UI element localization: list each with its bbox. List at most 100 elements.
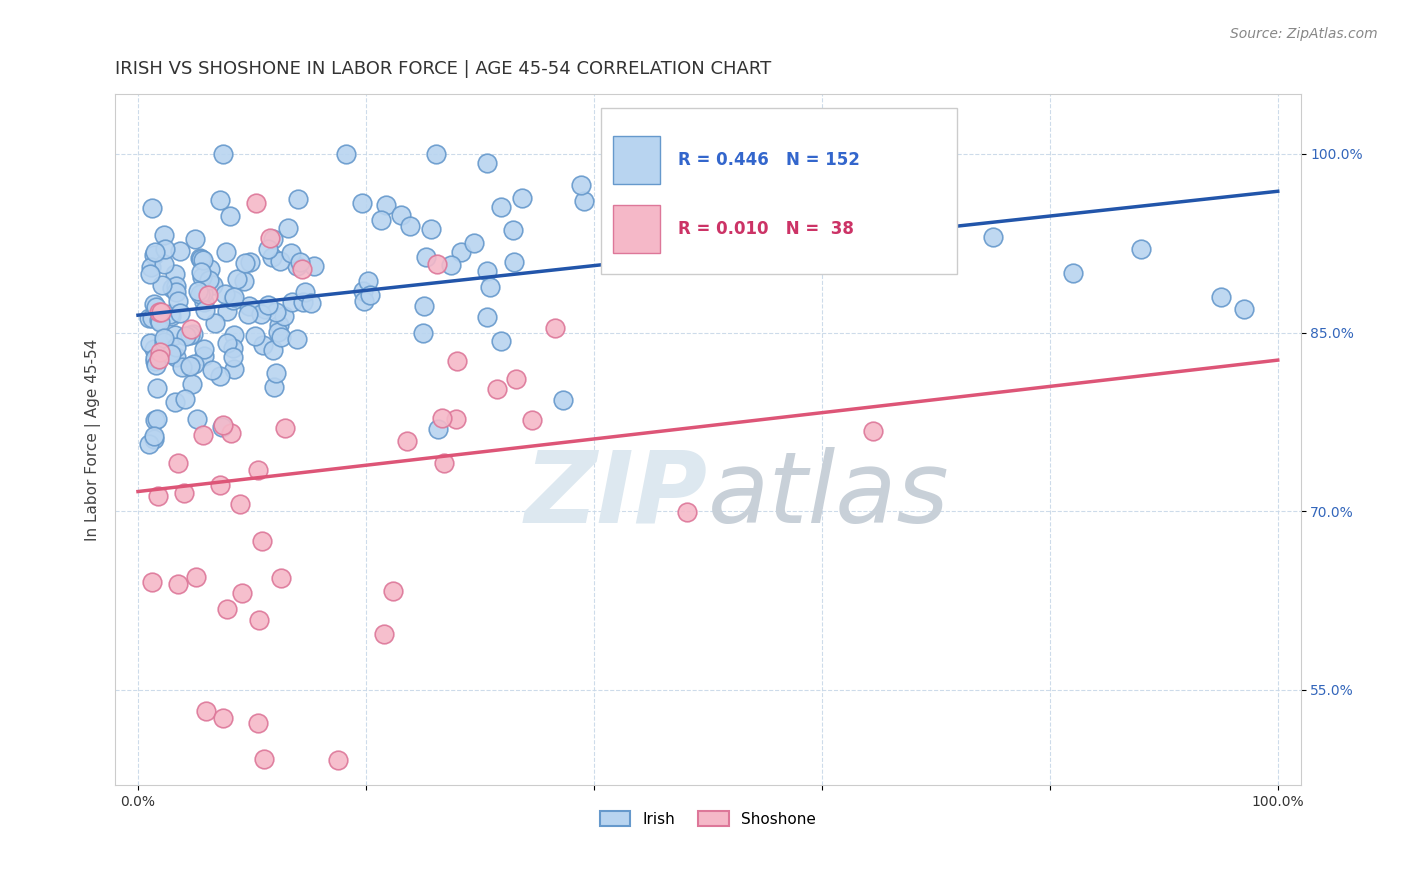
Point bbox=[208, 193, 231, 207]
Point bbox=[186, 570, 208, 584]
Point bbox=[148, 313, 170, 327]
Point bbox=[852, 147, 875, 161]
Point bbox=[233, 256, 256, 270]
Point bbox=[165, 350, 187, 364]
Point bbox=[148, 352, 170, 367]
Point bbox=[420, 222, 443, 236]
Point bbox=[163, 268, 186, 282]
Text: R = 0.010   N =  38: R = 0.010 N = 38 bbox=[678, 220, 853, 238]
Point bbox=[169, 244, 191, 259]
Point bbox=[142, 343, 165, 357]
Point bbox=[217, 602, 239, 616]
Point bbox=[138, 267, 160, 281]
Point bbox=[243, 329, 266, 343]
Point bbox=[267, 318, 290, 333]
Point bbox=[520, 412, 543, 426]
Point bbox=[572, 194, 595, 208]
FancyBboxPatch shape bbox=[602, 108, 957, 274]
Point bbox=[191, 253, 214, 268]
Point bbox=[193, 294, 215, 309]
Point bbox=[502, 223, 524, 237]
Point bbox=[287, 192, 309, 206]
Point bbox=[208, 478, 231, 492]
Point bbox=[212, 417, 235, 432]
Point bbox=[253, 752, 276, 766]
Point bbox=[280, 246, 302, 260]
Point bbox=[862, 424, 884, 438]
Point bbox=[145, 412, 167, 426]
Point bbox=[165, 285, 187, 300]
Point bbox=[174, 329, 197, 343]
Point bbox=[328, 753, 350, 767]
Text: R = 0.446   N = 152: R = 0.446 N = 152 bbox=[678, 151, 860, 169]
Point bbox=[222, 293, 245, 308]
Point bbox=[222, 350, 245, 364]
Point bbox=[173, 392, 195, 406]
Point bbox=[141, 311, 163, 326]
Point bbox=[201, 363, 224, 377]
Point bbox=[145, 359, 167, 373]
Point bbox=[510, 191, 533, 205]
Point bbox=[167, 577, 190, 591]
Point bbox=[676, 505, 699, 519]
Point bbox=[262, 343, 284, 358]
Point bbox=[165, 394, 187, 409]
Point bbox=[551, 392, 574, 407]
Point bbox=[141, 575, 163, 590]
Point bbox=[190, 252, 212, 266]
Point bbox=[427, 422, 450, 436]
Point bbox=[395, 434, 418, 449]
FancyBboxPatch shape bbox=[613, 205, 661, 253]
Point bbox=[430, 411, 453, 425]
Point bbox=[191, 427, 214, 442]
Point bbox=[231, 585, 253, 599]
Point bbox=[246, 463, 269, 477]
Y-axis label: In Labor Force | Age 45-54: In Labor Force | Age 45-54 bbox=[86, 339, 101, 541]
Point bbox=[160, 346, 183, 360]
Point bbox=[226, 272, 249, 286]
Point bbox=[148, 349, 170, 363]
Point bbox=[1062, 266, 1084, 280]
Point bbox=[444, 411, 467, 425]
Point bbox=[981, 230, 1004, 244]
Point bbox=[239, 255, 262, 269]
Point bbox=[353, 294, 375, 309]
Point bbox=[149, 305, 172, 319]
Point bbox=[475, 310, 498, 325]
Point bbox=[475, 264, 498, 278]
Point bbox=[463, 236, 485, 251]
Point bbox=[181, 326, 204, 341]
Point bbox=[263, 380, 285, 394]
Point bbox=[232, 274, 254, 288]
Point bbox=[152, 335, 174, 350]
Point bbox=[143, 428, 166, 442]
Point bbox=[440, 258, 463, 272]
Point bbox=[145, 301, 167, 315]
Point bbox=[146, 489, 169, 503]
Point bbox=[209, 369, 232, 384]
Point bbox=[143, 413, 166, 427]
Point bbox=[179, 359, 201, 374]
Point bbox=[160, 309, 183, 323]
Point bbox=[165, 279, 187, 293]
Point bbox=[224, 290, 246, 304]
Point bbox=[269, 254, 291, 268]
Point bbox=[288, 255, 311, 269]
Point bbox=[475, 156, 498, 170]
Point bbox=[413, 300, 436, 314]
Point bbox=[153, 257, 176, 271]
Point bbox=[163, 328, 186, 343]
Point bbox=[267, 325, 290, 339]
Point bbox=[299, 296, 322, 310]
Point bbox=[415, 250, 437, 264]
Point bbox=[263, 232, 285, 246]
Point bbox=[254, 301, 277, 316]
Point bbox=[350, 196, 373, 211]
Point bbox=[193, 285, 215, 300]
Point bbox=[194, 303, 217, 318]
Point bbox=[489, 334, 512, 349]
Point bbox=[153, 330, 176, 344]
Point bbox=[193, 349, 215, 363]
Text: atlas: atlas bbox=[707, 447, 949, 543]
Point bbox=[183, 357, 205, 371]
